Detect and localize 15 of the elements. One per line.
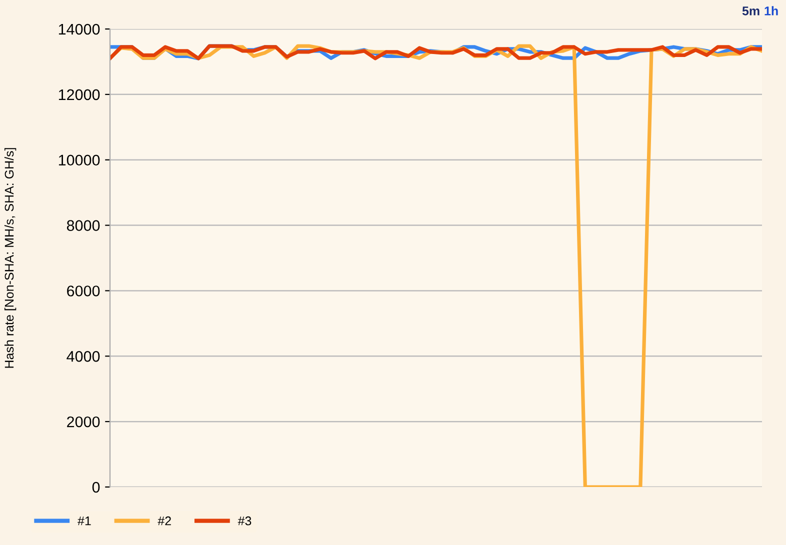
y-tick-label: 10000: [58, 154, 100, 166]
y-tick-label: 2000: [67, 416, 100, 428]
y-tick-label: 8000: [66, 220, 100, 231]
line-series: [110, 44, 762, 60]
y-axis-title: Hash rate [Non-SHA: MH/s, SHA: GH/s]: [4, 148, 16, 368]
text: 1h: [764, 6, 778, 16]
legend-label: #1: [78, 516, 91, 526]
y-tick-label: 0: [92, 482, 100, 493]
text: 5m: [742, 6, 760, 16]
y-tick-label: 4000: [66, 351, 100, 362]
y-tick-label: 12000: [58, 89, 100, 100]
y-tick-label: 14000: [58, 24, 100, 35]
legend-label: #2: [158, 516, 171, 526]
legend-label: #3: [238, 516, 252, 526]
y-tick-label: 6000: [67, 286, 100, 296]
